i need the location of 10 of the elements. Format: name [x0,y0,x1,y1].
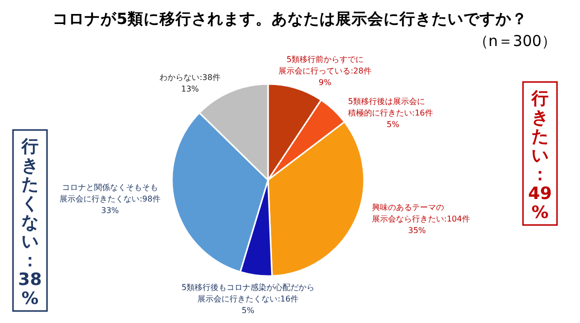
slice-label: わからない:38件 13% [160,73,220,94]
text: （n＝300） [473,32,557,50]
slice-label: 5類移行後もコロナ感染が心配だから展示会に行きたくない:16件 5% [181,283,315,315]
text: 行きたい：49% [528,89,552,223]
slice-label: 5類移行後は展示会に積極的に行きたい:16件 5% [348,97,433,129]
slice-label: 興味のあるテーマの展示会なら行きたい:104件 35% [372,203,470,235]
slice-label: 5類移行前からすでに展示会に行っている:28件 9% [278,55,372,87]
text: 行きたくない：38% [18,137,42,309]
slice-label: コロナと関係なくそもそも展示会に行きたくない:98件 33% [60,183,160,215]
chart-title: コロナが5類に移行されます。あなたは展示会に行きたいですか？ [52,10,528,28]
